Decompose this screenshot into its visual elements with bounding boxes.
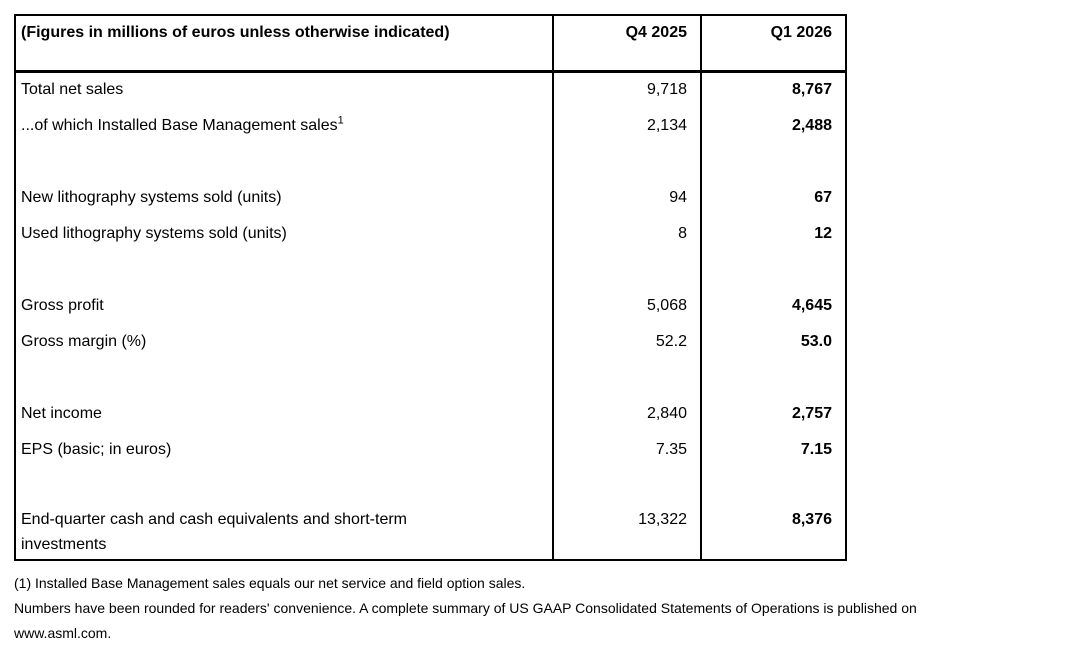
empty-cell <box>14 359 554 396</box>
table-row-used-lithography-systems: Used lithography systems sold (units) 8 … <box>14 215 847 252</box>
empty-cell <box>14 251 554 288</box>
q1-value: 4,645 <box>700 287 847 324</box>
empty-cell <box>552 359 702 396</box>
empty-cell <box>700 251 847 288</box>
footnotes: (1) Installed Base Management sales equa… <box>14 571 1066 646</box>
q4-value: 7.35 <box>552 431 702 468</box>
q1-value: 53.0 <box>700 323 847 360</box>
table-header-caption-text: (Figures in millions of euros unless oth… <box>21 24 450 41</box>
q4-value: 9,718 <box>552 71 702 108</box>
q1-value: 8,767 <box>700 71 847 108</box>
table-header-caption: (Figures in millions of euros unless oth… <box>14 15 554 73</box>
q4-value: 5,068 <box>552 287 702 324</box>
q4-value: 2,134 <box>552 107 702 144</box>
q4-value: 2,840 <box>552 395 702 432</box>
empty-cell <box>700 467 847 504</box>
empty-cell <box>700 143 847 180</box>
row-label: ...of which Installed Base Management sa… <box>14 107 554 144</box>
row-label: Used lithography systems sold (units) <box>14 215 554 252</box>
table-row-gross-margin: Gross margin (%) 52.2 53.0 <box>14 323 847 360</box>
row-label: Gross profit <box>14 287 554 324</box>
q4-value: 8 <box>552 215 702 252</box>
table-row-net-income: Net income 2,840 2,757 <box>14 395 847 432</box>
empty-cell <box>700 359 847 396</box>
footnote-2-url: www.asml.com. <box>14 624 112 641</box>
row-label: End-quarter cash and cash equivalents an… <box>14 503 554 560</box>
spacer-row <box>14 467 847 504</box>
q1-value: 12 <box>700 215 847 252</box>
empty-cell <box>14 467 554 504</box>
financial-summary-table: (Figures in millions of euros unless oth… <box>14 14 847 561</box>
q4-value: 52.2 <box>552 323 702 360</box>
q1-value: 8,376 <box>700 503 847 560</box>
spacer-row <box>14 359 847 396</box>
q1-value: 67 <box>700 179 847 216</box>
row-label-text: End-quarter cash and cash equivalents an… <box>21 510 407 553</box>
row-label: New lithography systems sold (units) <box>14 179 554 216</box>
q1-value: 7.15 <box>700 431 847 468</box>
empty-cell <box>14 143 554 180</box>
row-label: Net income <box>14 395 554 432</box>
row-label: Total net sales <box>14 71 554 108</box>
table-row-gross-profit: Gross profit 5,068 4,645 <box>14 287 847 324</box>
table-row-total-net-sales: Total net sales 9,718 8,767 <box>14 71 847 108</box>
empty-cell <box>552 251 702 288</box>
table-header-q4-2025: Q4 2025 <box>552 15 702 73</box>
footnote-2: Numbers have been rounded for readers' c… <box>14 596 1066 646</box>
table-row-end-quarter-cash: End-quarter cash and cash equivalents an… <box>14 503 847 560</box>
table-row-new-lithography-systems: New lithography systems sold (units) 94 … <box>14 179 847 216</box>
footnote-1: (1) Installed Base Management sales equa… <box>14 574 526 591</box>
row-label: EPS (basic; in euros) <box>14 431 554 468</box>
empty-cell <box>552 467 702 504</box>
spacer-row <box>14 143 847 180</box>
empty-cell <box>552 143 702 180</box>
q4-value: 94 <box>552 179 702 216</box>
footnote-2-text: Numbers have been rounded for readers' c… <box>14 599 917 616</box>
row-label: Gross margin (%) <box>14 323 554 360</box>
q1-value: 2,488 <box>700 107 847 144</box>
table-header-row: (Figures in millions of euros unless oth… <box>14 15 847 73</box>
table-row-eps: EPS (basic; in euros) 7.35 7.15 <box>14 431 847 468</box>
table-header-q1-2026: Q1 2026 <box>700 15 847 73</box>
q1-value: 2,757 <box>700 395 847 432</box>
q4-value: 13,322 <box>552 503 702 560</box>
row-label-text: ...of which Installed Base Management sa… <box>21 116 338 134</box>
spacer-row <box>14 251 847 288</box>
footnote-marker: 1 <box>337 114 344 127</box>
table-row-installed-base-management: ...of which Installed Base Management sa… <box>14 107 847 144</box>
